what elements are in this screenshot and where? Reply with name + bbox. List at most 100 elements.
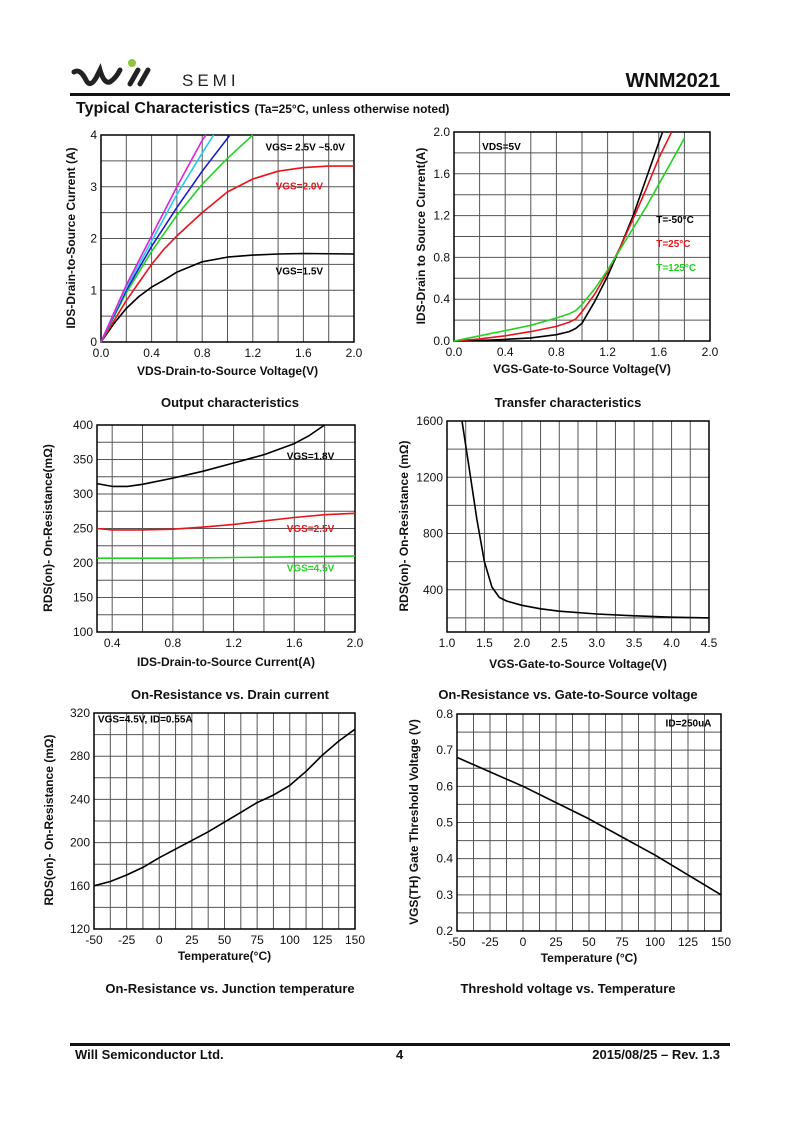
series-line	[100, 134, 207, 343]
y-tick-label: 0	[90, 335, 97, 349]
y-tick-label: 2.0	[433, 125, 450, 139]
y-tick-label: 240	[70, 792, 90, 806]
x-tick-label: 0.0	[446, 345, 463, 359]
x-tick-label: 25	[185, 933, 199, 947]
logo-text: SEMI	[182, 71, 240, 90]
x-axis-label: VDS-Drain-to-Source Voltage(V)	[137, 364, 318, 378]
x-tick-label: 0.8	[194, 346, 211, 360]
plot-frame	[456, 713, 722, 932]
chart-annotation: T=125°C	[656, 263, 696, 274]
x-axis-label: VGS-Gate-to-Source Voltage(V)	[489, 657, 667, 671]
chart-annotation: VDS=5V	[482, 142, 521, 153]
chart-annotation: VGS=2.5V	[287, 524, 335, 535]
series-line	[96, 424, 326, 488]
y-tick-label: 400	[73, 418, 93, 432]
will-semi-logo: SEMI	[71, 59, 240, 90]
x-tick-label: 3.5	[626, 636, 643, 650]
y-tick-label: 150	[73, 591, 93, 605]
x-tick-label: 1.6	[650, 345, 667, 359]
series-line	[453, 131, 673, 342]
caption-ron-vs-temperature: On-Resistance vs. Junction temperature	[105, 981, 355, 996]
plot-frame	[100, 134, 355, 343]
chart-annotation: VGS= 2.5V ~5.0V	[265, 143, 345, 154]
y-tick-label: 0.8	[433, 250, 450, 264]
series-line	[97, 555, 356, 560]
logo-wave-icon	[71, 63, 123, 86]
y-tick-label: 0.3	[436, 888, 453, 902]
x-tick-label: 0.4	[104, 636, 121, 650]
x-tick-label: 0.4	[143, 346, 160, 360]
x-tick-label: -25	[118, 933, 136, 947]
logo-dot-icon	[128, 59, 136, 67]
chart-annotation: VGS=1.5V	[276, 267, 324, 278]
y-tick-label: 400	[423, 583, 443, 597]
y-tick-label: 0.6	[436, 779, 453, 793]
y-tick-label: 1200	[416, 470, 443, 484]
x-tick-label: -50	[85, 933, 103, 947]
footer-rule	[70, 1043, 730, 1046]
y-axis-label: RDS(on)- On-Resistance (mΩ)	[42, 735, 56, 906]
y-tick-label: 160	[70, 879, 90, 893]
caption-vth-vs-temperature: Threshold voltage vs. Temperature	[460, 981, 676, 996]
y-tick-label: 300	[73, 487, 93, 501]
x-tick-label: 125	[312, 933, 332, 947]
footer-revision: 2015/08/25 – Rev. 1.3	[592, 1047, 720, 1062]
series-line	[461, 420, 710, 619]
part-number: WNM2021	[625, 70, 720, 92]
y-tick-label: 200	[73, 556, 93, 570]
y-tick-label: 4	[90, 128, 97, 142]
plot-frame	[446, 420, 710, 633]
x-tick-label: 25	[549, 935, 563, 949]
y-tick-label: 3	[90, 180, 97, 194]
y-tick-label: 0.8	[436, 707, 453, 721]
series-line	[100, 134, 215, 343]
x-tick-label: 2.0	[514, 636, 531, 650]
chart-annotation: VGS=4.5V	[287, 563, 335, 574]
caption-transfer-characteristics: Transfer characteristics	[494, 395, 642, 410]
x-tick-label: 2.5	[551, 636, 568, 650]
section-title-text: Typical Characteristics	[76, 100, 251, 117]
x-tick-label: 1.6	[286, 636, 303, 650]
x-tick-label: 2.0	[346, 346, 363, 360]
x-axis-label: VGS-Gate-to-Source Voltage(V)	[493, 362, 671, 376]
x-tick-label: 2.0	[702, 345, 719, 359]
y-axis-label: VGS(TH) Gate Threshold Voltage (V)	[407, 719, 421, 925]
series-line	[100, 134, 254, 343]
y-tick-label: 0.5	[436, 816, 453, 830]
x-axis-label: IDS-Drain-to-Source Current(A)	[137, 655, 315, 669]
y-axis-label: RDS(on)- On-Resistance(mΩ)	[41, 444, 55, 612]
series-line	[100, 252, 355, 343]
section-condition: (Ta=25°C, unless otherwise noted)	[254, 102, 450, 116]
x-tick-label: 1.2	[225, 636, 242, 650]
section-title: Typical Characteristics (Ta=25°C, unless…	[76, 100, 449, 118]
x-axis-label: Temperature(°C)	[178, 949, 271, 963]
y-tick-label: 0.0	[433, 334, 450, 348]
series-line	[453, 131, 664, 342]
y-tick-label: 1.6	[433, 167, 450, 181]
x-tick-label: 50	[582, 935, 596, 949]
x-tick-label: 0	[520, 935, 527, 949]
plot-frame	[93, 712, 356, 930]
y-tick-label: 280	[70, 749, 90, 763]
x-tick-label: 4.0	[663, 636, 680, 650]
chart-annotation: VGS=1.8V	[287, 452, 335, 463]
y-tick-label: 350	[73, 453, 93, 467]
logo-slash-2	[137, 67, 151, 87]
y-tick-label: 200	[70, 836, 90, 850]
y-tick-label: 320	[70, 706, 90, 720]
x-tick-label: 150	[711, 935, 731, 949]
x-tick-label: 0.0	[93, 346, 110, 360]
y-tick-label: 100	[73, 625, 93, 639]
logo-slash-1	[127, 67, 141, 87]
chart-annotation: ID=250uA	[666, 719, 712, 730]
y-tick-label: 1	[90, 283, 97, 297]
x-tick-label: 75	[250, 933, 264, 947]
x-tick-label: 150	[345, 933, 365, 947]
plot-frame	[453, 131, 711, 342]
footer-company: Will Semiconductor Ltd.	[75, 1047, 224, 1062]
y-tick-label: 120	[70, 922, 90, 936]
y-axis-label: IDS-Drain-to-Source Current (A)	[64, 147, 78, 328]
x-tick-label: 1.2	[244, 346, 261, 360]
footer-page-number: 4	[396, 1047, 404, 1062]
